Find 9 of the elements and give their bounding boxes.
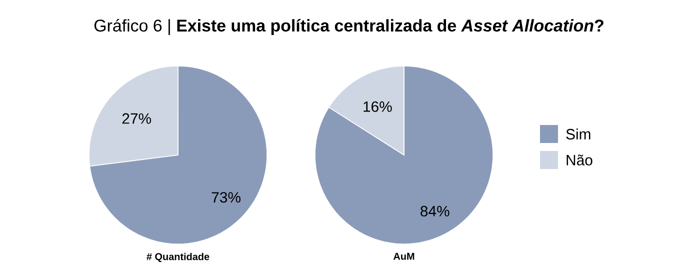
data-label: 73%: [212, 192, 240, 203]
chart-title: Gráfico 6 | Existe uma política centralizada de Asset Allocation?: [94, 18, 604, 36]
data-label: 27%: [122, 113, 152, 124]
legend-label: Não: [566, 154, 592, 166]
data-label: 84%: [420, 206, 450, 216]
legend-label: Sim: [566, 128, 590, 140]
data-label: 16%: [364, 101, 392, 112]
text: # Quantidade: [146, 252, 210, 262]
text: AuM: [393, 252, 414, 260]
